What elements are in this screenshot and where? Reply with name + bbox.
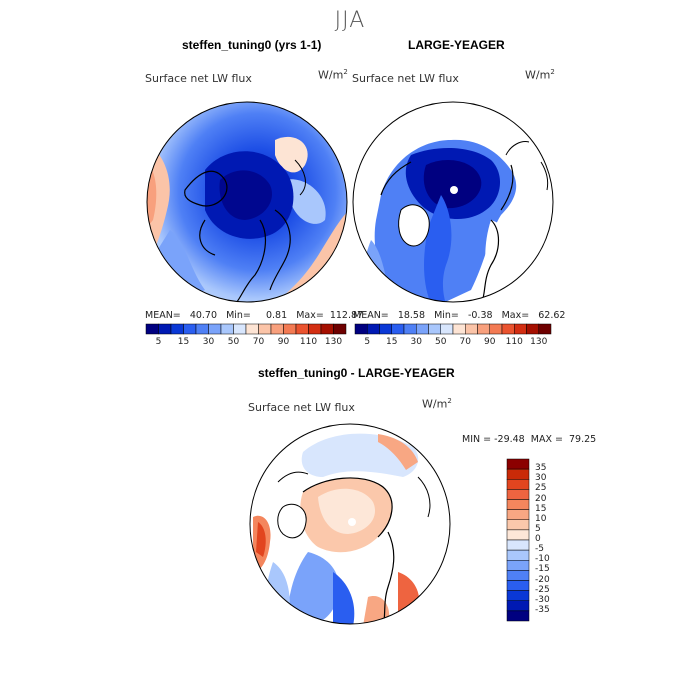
- panel2-colorbar-label: 110: [505, 337, 523, 347]
- panel2-colorbar: [354, 323, 552, 335]
- panel3-colorbar-label: -20: [535, 574, 550, 585]
- panel2-colorbar-swatch: [452, 323, 466, 335]
- panel3-colorbar-label: -5: [535, 544, 544, 555]
- panel3-colorbar-swatch: [506, 610, 530, 622]
- panel2-units: W/m2: [525, 68, 555, 82]
- panel3-colorbar: [506, 458, 530, 622]
- panel3-colorbar-swatch: [506, 590, 530, 601]
- panel2-colorbar-label: 15: [386, 337, 398, 347]
- panel3-colorbar-label: 30: [535, 473, 547, 484]
- panel3-colorbar-label: -25: [535, 584, 550, 595]
- panel1-map: [146, 101, 348, 303]
- panel3-colorbar-swatch: [506, 600, 530, 612]
- panel1-colorbar-swatch: [183, 323, 197, 335]
- panel2-colorbar-swatch: [403, 323, 417, 335]
- panel3-colorbar-label: 35: [535, 463, 547, 474]
- panel3-colorbar-label: 0: [535, 534, 541, 544]
- panel2-colorbar-label: 130: [530, 337, 548, 347]
- panel3-colorbar-swatch: [506, 529, 530, 541]
- panel3-colorbar-label: 5: [535, 523, 541, 534]
- panel3-variable: Surface net LW flux: [248, 401, 355, 414]
- panel1-colorbar-swatch: [245, 323, 259, 335]
- panel2-colorbar-swatch: [538, 323, 552, 335]
- panel1-colorbar-swatch: [233, 323, 247, 335]
- panel3-colorbar-swatch: [506, 509, 530, 520]
- panel2-colorbar-swatch: [477, 323, 490, 335]
- panel3-colorbar-label: 15: [535, 503, 547, 514]
- panel1-variable: Surface net LW flux: [145, 72, 252, 85]
- panel1-colorbar-swatch: [270, 323, 284, 335]
- panel1-colorbar-swatch: [320, 323, 334, 335]
- panel2-stats: MEAN= 18.58 Min= -0.38 Max= 62.62: [353, 310, 566, 321]
- panel3-colorbar-swatch: [506, 489, 530, 500]
- panel1-colorbar-label: 15: [177, 337, 190, 347]
- panel3-map: [249, 423, 451, 625]
- panel1-colorbar-label: 5: [155, 337, 162, 347]
- panel1-colorbar-swatch: [258, 323, 272, 335]
- panel1-colorbar-label: 70: [252, 337, 265, 347]
- panel1-colorbar-swatch: [220, 323, 234, 335]
- panel1-colorbar-swatch: [333, 323, 347, 335]
- panel1-colorbar-label: 130: [324, 337, 343, 347]
- panel1-colorbar-label: 30: [202, 337, 215, 347]
- panel3-units: W/m2: [422, 397, 452, 411]
- panel3-colorbar-swatch: [506, 479, 530, 490]
- panel1-colorbar-swatch: [170, 323, 184, 335]
- panel3-colorbar-swatch: [506, 560, 530, 571]
- panel2-variable: Surface net LW flux: [352, 72, 459, 85]
- panel2-colorbar-swatch: [501, 323, 515, 335]
- panel1-title: steffen_tuning0 (yrs 1-1): [182, 38, 322, 52]
- panel2-colorbar-swatch: [440, 323, 454, 335]
- panel1-colorbar-swatch: [195, 323, 209, 335]
- panel2-colorbar-swatch: [416, 323, 429, 335]
- panel3-colorbar-label: -10: [535, 554, 550, 565]
- panel2-colorbar-swatch: [391, 323, 405, 335]
- panel2-colorbar-swatch: [514, 323, 527, 335]
- panel3-colorbar-label: 20: [535, 493, 547, 504]
- panel3-colorbar-swatch: [506, 499, 530, 510]
- panel3-colorbar-swatch: [506, 539, 530, 551]
- panel2-colorbar-label: 5: [364, 337, 371, 347]
- panel2-colorbar-label: 70: [459, 337, 471, 347]
- season-title: JJA: [334, 8, 366, 33]
- panel1-units: W/m2: [318, 68, 348, 82]
- panel3-colorbar-swatch: [506, 549, 530, 561]
- panel2-title: LARGE-YEAGER: [408, 38, 505, 52]
- panel3-colorbar-label: 10: [535, 513, 547, 524]
- panel2-colorbar-label: 90: [484, 337, 496, 347]
- panel1-colorbar-swatch: [145, 323, 159, 335]
- panel3-colorbar-label: -35: [535, 604, 550, 615]
- panel3-colorbar-swatch: [506, 580, 530, 591]
- panel2-colorbar-swatch: [428, 323, 441, 335]
- panel3-title: steffen_tuning0 - LARGE-YEAGER: [258, 366, 455, 380]
- panel1-colorbar-swatch: [283, 323, 297, 335]
- panel3-colorbar-label: 25: [535, 483, 547, 494]
- panel1-colorbar-label: 50: [227, 337, 240, 347]
- panel3-colorbar-swatch: [506, 458, 530, 470]
- panel1-stats: MEAN= 40.70 Min= 0.81 Max= 112.87: [145, 310, 364, 321]
- panel2-colorbar-label: 50: [435, 337, 447, 347]
- panel2-colorbar-swatch: [465, 323, 478, 335]
- panel3-colorbar-swatch: [506, 468, 530, 480]
- panel1-colorbar-label: 110: [299, 337, 318, 347]
- panel3-stats: MIN = -29.48 MAX = 79.25: [462, 434, 597, 445]
- panel2-colorbar-swatch: [354, 323, 368, 335]
- panel3-colorbar-label: -30: [535, 594, 550, 605]
- panel1-colorbar-swatch: [158, 323, 172, 335]
- panel3-colorbar-swatch: [506, 570, 530, 581]
- panel1-colorbar: [145, 323, 347, 335]
- panel2-colorbar-swatch: [526, 323, 539, 335]
- panel2-colorbar-swatch: [489, 323, 503, 335]
- panel2-colorbar-swatch: [379, 323, 392, 335]
- panel3-colorbar-swatch: [506, 519, 530, 531]
- panel1-colorbar-label: 90: [277, 337, 290, 347]
- panel1-colorbar-swatch: [295, 323, 309, 335]
- panel1-colorbar-swatch: [208, 323, 222, 335]
- panel2-map: [352, 101, 554, 303]
- panel3-colorbar-label: -15: [535, 564, 550, 575]
- panel2-colorbar-swatch: [367, 323, 380, 335]
- panel1-colorbar-swatch: [308, 323, 322, 335]
- panel2-colorbar-label: 30: [410, 337, 422, 347]
